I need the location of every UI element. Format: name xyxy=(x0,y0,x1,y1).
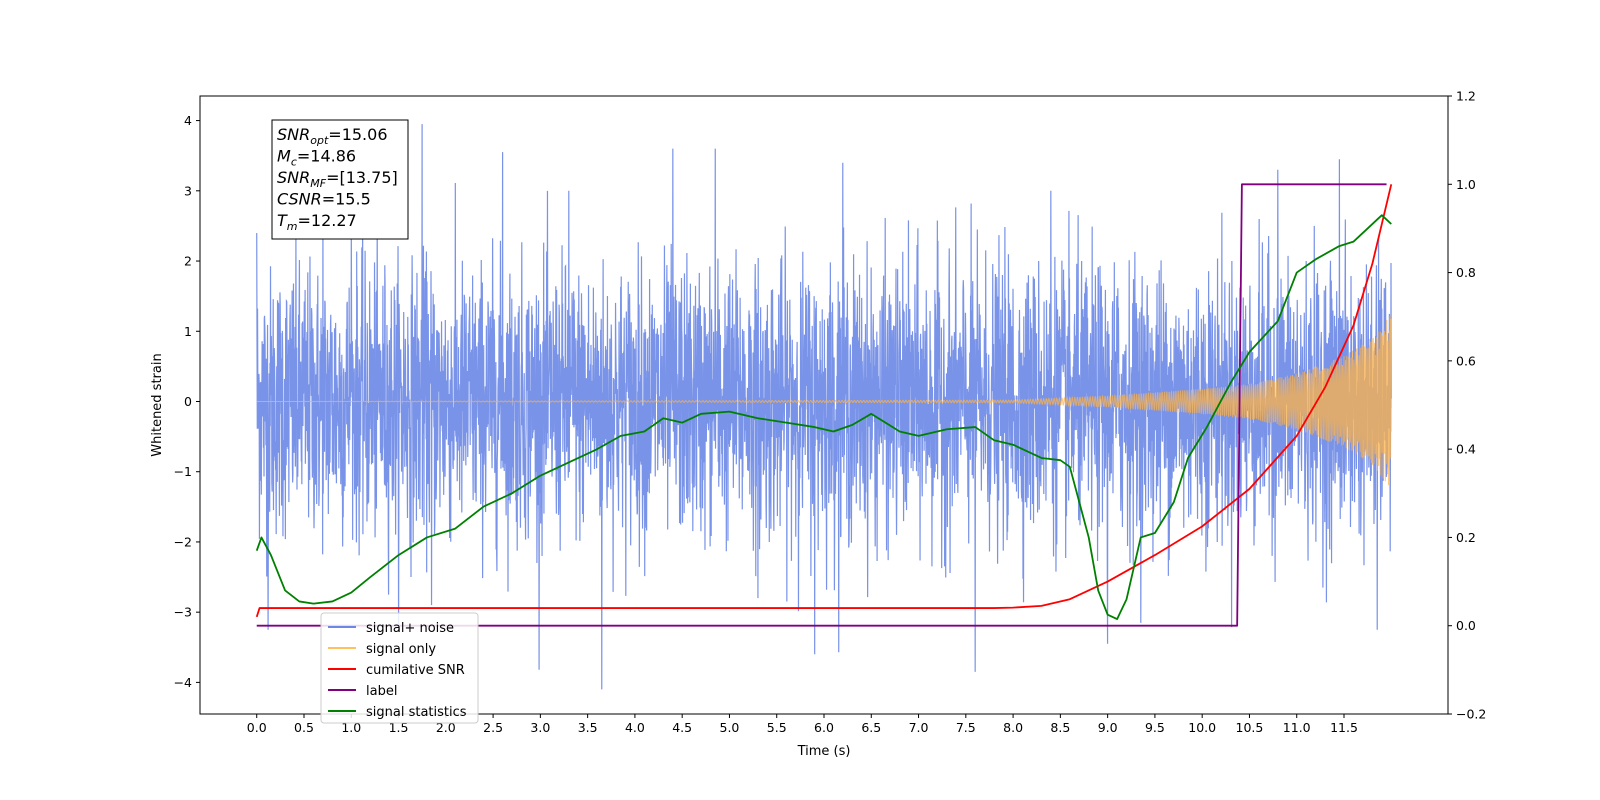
y-right-tick-label: 0.2 xyxy=(1456,530,1476,545)
legend-entry: signal statistics xyxy=(366,705,467,720)
x-tick-label: 4.0 xyxy=(625,720,645,735)
x-tick-label: 1.0 xyxy=(341,720,361,735)
x-tick-label: 1.5 xyxy=(389,720,409,735)
series-cumulative-snr xyxy=(255,184,1393,618)
y-left-tick-label: 1 xyxy=(184,324,192,339)
series-signal-statistics xyxy=(255,214,1392,620)
x-tick-label: 0.5 xyxy=(294,720,314,735)
x-tick-label: 3.0 xyxy=(530,720,550,735)
info-box-row: SNRMF=[13.75] xyxy=(277,168,398,190)
y-left-tick-label: 2 xyxy=(184,254,192,269)
x-tick-label: 5.5 xyxy=(767,720,787,735)
series-label xyxy=(256,183,1387,627)
x-axis: 0.0 0.5 1.0 1.5 2.0 2.5 3.0 3.5 4.0 4.5 5.0 5.5 6.0 6… xyxy=(247,714,1358,735)
legend-entry: signal+ noise xyxy=(366,621,454,636)
x-tick-label: 5.0 xyxy=(720,720,740,735)
legend-frame xyxy=(320,612,479,724)
x-tick-label: 2.5 xyxy=(483,720,503,735)
legend-entry: cumilative SNR xyxy=(366,663,465,678)
y-axis-left: −4 −3 −2 −1 0 1 2 3 4 xyxy=(174,113,200,690)
series-signal-only xyxy=(256,315,1392,486)
y-left-tick-label: 4 xyxy=(184,113,192,128)
x-tick-label: 11.0 xyxy=(1283,720,1311,735)
y-axis-right: −0.2 0.0 0.2 0.4 0.6 0.8 1.0 1.2 xyxy=(1448,89,1486,722)
x-tick-label: 9.5 xyxy=(1145,720,1165,735)
x-tick-label: 9.0 xyxy=(1098,720,1118,735)
x-axis-title: Time (s) xyxy=(797,744,851,759)
info-box-row: Mc=14.86 xyxy=(277,147,356,169)
x-tick-label: 6.0 xyxy=(814,720,834,735)
y-right-tick-label: 0.6 xyxy=(1456,353,1476,368)
series-layer xyxy=(255,124,1393,690)
x-tick-label: 8.0 xyxy=(1003,720,1023,735)
legend-entry: label xyxy=(366,684,397,699)
x-tick-label: 7.0 xyxy=(909,720,929,735)
info-box-frame xyxy=(271,119,409,240)
info-box-row: SNRopt=15.06 xyxy=(277,125,388,147)
y-right-tick-label: 0.4 xyxy=(1456,442,1476,457)
y-right-tick-label: 0.8 xyxy=(1456,265,1476,280)
y-left-tick-label: −1 xyxy=(174,464,192,479)
y-right-tick-label: 1.0 xyxy=(1456,177,1476,192)
y-right-tick-label: 0.0 xyxy=(1456,618,1476,633)
y-left-tick-label: −3 xyxy=(174,605,192,620)
x-tick-label: 4.5 xyxy=(672,720,692,735)
series-signal-noise xyxy=(256,124,1392,690)
y-axis-title-left: Whitened strain xyxy=(150,353,165,456)
x-tick-label: 2.0 xyxy=(436,720,456,735)
info-box: SNRopt=15.06Mc=14.86SNRMF=[13.75]CSNR=15… xyxy=(271,119,409,240)
x-tick-label: 3.5 xyxy=(578,720,598,735)
info-box-row: CSNR=15.5 xyxy=(277,190,371,209)
x-tick-label: 10.0 xyxy=(1188,720,1216,735)
x-tick-label: 6.5 xyxy=(861,720,881,735)
y-left-tick-label: 3 xyxy=(184,183,192,198)
y-left-tick-label: −4 xyxy=(174,675,192,690)
x-tick-label: 11.5 xyxy=(1330,720,1358,735)
legend-entry: signal only xyxy=(366,642,436,657)
legend: signal+ noise signal only cumilative SNR la… xyxy=(320,612,479,724)
y-right-tick-label: −0.2 xyxy=(1456,707,1486,722)
x-tick-label: 10.5 xyxy=(1236,720,1264,735)
x-tick-label: 0.0 xyxy=(247,720,267,735)
x-tick-label: 7.5 xyxy=(956,720,976,735)
x-tick-label: 8.5 xyxy=(1050,720,1070,735)
info-box-row: Tm=12.27 xyxy=(277,211,357,233)
y-right-tick-label: 1.2 xyxy=(1456,89,1476,104)
y-left-tick-label: 0 xyxy=(184,394,192,409)
y-left-tick-label: −2 xyxy=(174,534,192,549)
